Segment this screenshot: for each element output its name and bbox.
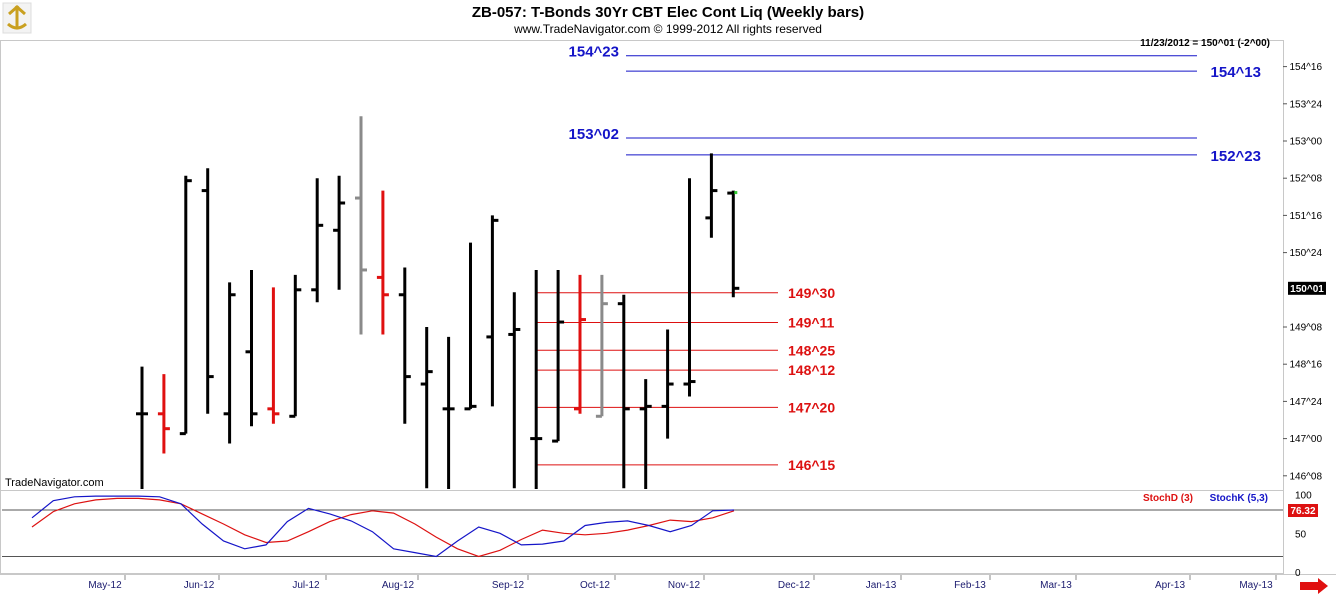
ohlc-bar-17 (508, 292, 521, 489)
ohlc-bars (136, 116, 740, 489)
current-price-label: 150^01 (1290, 284, 1324, 295)
time-tick-label-2: Jul-12 (292, 580, 320, 591)
price-levels: 154^23 154^13 153^02 152^23 149^30 149^11 148^… (537, 44, 1261, 473)
time-tick-label-6: Nov-12 (668, 580, 701, 591)
stoch-tick-label-0: 100 (1295, 491, 1312, 502)
ohlc-bar-12 (398, 267, 411, 424)
ohlc-bar-27 (727, 190, 740, 298)
stoch-current-value: 76.32 (1290, 506, 1315, 517)
last-bar-marker (734, 191, 738, 195)
ohlc-bar-10 (355, 116, 367, 335)
time-tick-label-1: Jun-12 (184, 580, 215, 591)
tradenavigator-logo-icon (2, 2, 32, 34)
blue-level-label-0: 154^23 (569, 44, 619, 61)
red-level-label-2: 148^25 (788, 342, 835, 358)
ohlc-bar-9 (333, 175, 346, 290)
ohlc-bar-3 (201, 168, 214, 414)
blue-level-label-2: 153^02 (569, 126, 619, 143)
ohlc-bar-5 (245, 269, 258, 427)
time-tick-label-9: Feb-13 (954, 580, 986, 591)
ohlc-bar-16 (486, 215, 499, 407)
ohlc-bar-26 (705, 153, 718, 238)
red-level-label-4: 147^20 (788, 399, 835, 415)
red-level-label-0: 149^30 (788, 285, 835, 301)
stoch-series-line-0 (31, 497, 735, 558)
stochastic-panel-frame (0, 490, 1284, 574)
time-tick-label-0: May-12 (88, 580, 122, 591)
copyright-text: www.TradeNavigator.com © 1999-2012 All r… (513, 22, 822, 36)
time-tick-label-10: Mar-13 (1040, 580, 1072, 591)
current-price-badge: 150^01 (1288, 281, 1326, 295)
legend-stochk: StochK (5,3) (1210, 493, 1268, 504)
price-tick-label-5: 150^24 (1290, 248, 1323, 259)
time-tick-label-11: Apr-13 (1155, 580, 1185, 591)
price-tick-label-10: 146^08 (1290, 471, 1323, 482)
time-tick-label-4: Sep-12 (492, 580, 525, 591)
ohlc-bar-1 (157, 374, 170, 454)
time-tick-label-3: Aug-12 (382, 580, 415, 591)
price-axis: 154^16 153^24 153^00 152^08 151^16 150^24 149^… (1283, 62, 1322, 482)
red-level-label-5: 146^15 (788, 457, 835, 473)
ohlc-bar-0 (136, 366, 148, 489)
price-tick-label-2: 153^00 (1290, 137, 1323, 148)
last-quote-text: 11/23/2012 = 150^01 (-2^00) (1140, 38, 1270, 49)
ohlc-bar-4 (223, 282, 236, 444)
ohlc-bar-13 (420, 327, 433, 489)
ohlc-bar-8 (311, 178, 324, 303)
stochastic-lines (31, 495, 735, 558)
watermark-text: TradeNavigator.com (5, 477, 104, 489)
price-tick-label-9: 147^00 (1290, 434, 1323, 445)
price-tick-label-3: 152^08 (1290, 174, 1323, 185)
stochastic-gridlines (2, 509, 1283, 557)
stoch-series-line-1 (31, 495, 735, 558)
stoch-value-badge: 76.32 (1288, 504, 1318, 517)
ohlc-bar-14 (442, 336, 455, 489)
time-tick-label-12: May-13 (1239, 580, 1273, 591)
price-tick-label-6: 149^08 (1290, 323, 1323, 334)
ohlc-bar-24 (661, 329, 674, 439)
ohlc-bar-6 (267, 287, 280, 424)
ohlc-bar-2 (179, 175, 192, 436)
ohlc-bar-20 (574, 274, 586, 414)
ohlc-bar-21 (595, 274, 608, 418)
stoch-tick-label-1: 50 (1295, 529, 1307, 540)
stochastic-axis: 100 50 0 (1295, 491, 1312, 580)
ohlc-bar-11 (376, 190, 389, 335)
ohlc-bar-15 (464, 242, 477, 411)
legend-stochd: StochD (3) (1143, 493, 1193, 504)
time-tick-label-5: Oct-12 (580, 580, 610, 591)
red-level-label-3: 148^12 (788, 362, 835, 378)
price-tick-label-0: 154^16 (1290, 62, 1323, 73)
blue-level-label-1: 154^13 (1211, 64, 1261, 81)
blue-level-label-3: 152^23 (1211, 148, 1261, 165)
ohlc-bar-22 (617, 294, 630, 489)
price-tick-label-7: 148^16 (1290, 360, 1323, 371)
time-tick-label-7: Dec-12 (778, 580, 811, 591)
price-tick-label-8: 147^24 (1290, 397, 1323, 408)
price-tick-label-1: 153^24 (1290, 99, 1323, 110)
scroll-right-arrow-icon[interactable] (1300, 578, 1328, 594)
ohlc-bar-18 (530, 269, 543, 489)
ohlc-bar-23 (639, 379, 652, 489)
ohlc-bar-7 (289, 274, 302, 418)
chart-title: ZB-057: T-Bonds 30Yr CBT Elec Cont Liq (… (472, 4, 864, 21)
time-axis: May-12 Jun-12 Jul-12 Aug-12 Sep-12 Oct-12 Nov-… (88, 575, 1277, 591)
time-tick-label-8: Jan-13 (866, 580, 897, 591)
stoch-tick-label-2: 0 (1295, 568, 1301, 579)
red-level-label-1: 149^11 (788, 315, 835, 331)
ohlc-bar-25 (683, 178, 696, 397)
ohlc-bar-19 (552, 269, 565, 443)
price-tick-label-4: 151^16 (1290, 211, 1323, 222)
